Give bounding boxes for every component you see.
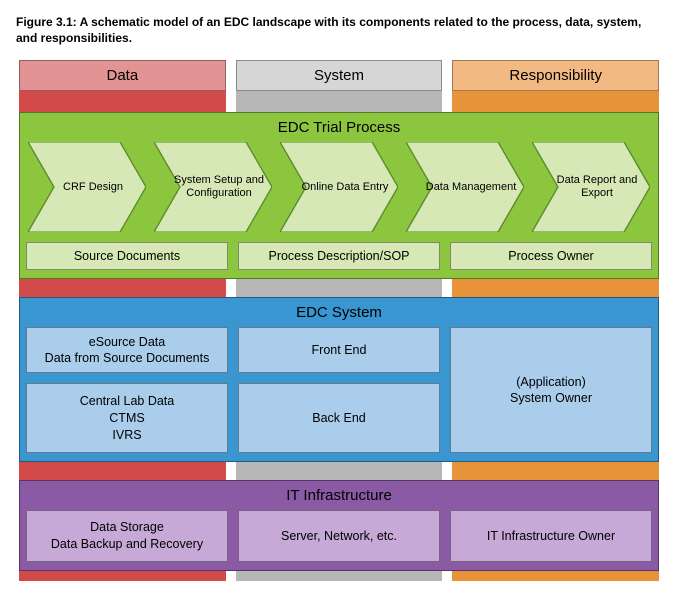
process-step-label-3: Data Management bbox=[406, 142, 524, 232]
process-bottom-row: Source Documents Process Description/SOP… bbox=[26, 242, 652, 270]
figure-caption: Figure 3.1: A schematic model of an EDC … bbox=[16, 14, 662, 46]
box-data-storage: Data StorageData Backup and Recovery bbox=[26, 510, 228, 562]
system-title: EDC System bbox=[26, 304, 652, 321]
box-central-lab: Central Lab DataCTMSIVRS bbox=[26, 383, 228, 453]
column-headers: Data System Responsibility bbox=[19, 60, 659, 91]
box-back-end: Back End bbox=[238, 383, 440, 453]
process-step-2: Online Data Entry bbox=[280, 142, 398, 232]
edc-diagram: Data System Responsibility EDC Trial Pro… bbox=[19, 60, 659, 581]
process-title: EDC Trial Process bbox=[26, 119, 652, 136]
box-process-description: Process Description/SOP bbox=[238, 242, 440, 270]
process-step-label-0: CRF Design bbox=[28, 142, 146, 232]
infra-title: IT Infrastructure bbox=[26, 487, 652, 504]
process-step-0: CRF Design bbox=[28, 142, 146, 232]
header-responsibility: Responsibility bbox=[452, 60, 659, 91]
process-chevrons: CRF DesignSystem Setup and Configuration… bbox=[28, 142, 650, 232]
process-step-label-2: Online Data Entry bbox=[280, 142, 398, 232]
header-system: System bbox=[236, 60, 443, 91]
box-source-documents: Source Documents bbox=[26, 242, 228, 270]
process-step-4: Data Report and Export bbox=[532, 142, 650, 232]
infra-row: Data StorageData Backup and Recovery Ser… bbox=[26, 510, 652, 562]
box-front-end: Front End bbox=[238, 327, 440, 373]
box-server-network: Server, Network, etc. bbox=[238, 510, 440, 562]
box-it-infra-owner: IT Infrastructure Owner bbox=[450, 510, 652, 562]
process-step-3: Data Management bbox=[406, 142, 524, 232]
layer-it-infrastructure: IT Infrastructure Data StorageData Backu… bbox=[19, 480, 659, 571]
system-grid: eSource DataData from Source Documents C… bbox=[26, 327, 652, 453]
box-process-owner: Process Owner bbox=[450, 242, 652, 270]
process-step-label-4: Data Report and Export bbox=[532, 142, 650, 232]
process-step-1: System Setup and Configuration bbox=[154, 142, 272, 232]
box-esource-data: eSource DataData from Source Documents bbox=[26, 327, 228, 373]
process-step-label-1: System Setup and Configuration bbox=[154, 142, 272, 232]
header-data: Data bbox=[19, 60, 226, 91]
box-app-system-owner: (Application)System Owner bbox=[450, 327, 652, 453]
layer-edc-system: EDC System eSource DataData from Source … bbox=[19, 297, 659, 462]
layer-edc-trial-process: EDC Trial Process CRF DesignSystem Setup… bbox=[19, 112, 659, 279]
